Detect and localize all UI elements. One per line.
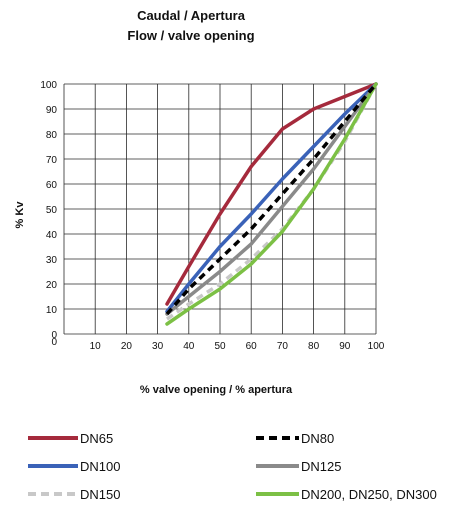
x-tick-label: 40 [183, 341, 195, 352]
y-tick-label: 50 [46, 205, 58, 216]
origin-tick-label: 0 [51, 337, 57, 348]
x-tick-label: 20 [121, 341, 133, 352]
x-tick-label: 70 [277, 341, 289, 352]
x-tick-label: 10 [90, 341, 102, 352]
x-tick-label: 50 [214, 341, 226, 352]
y-axis-ticks: 0 10 20 30 40 50 60 70 80 90 100 0 [40, 80, 57, 348]
x-axis-label: % valve opening / % apertura [140, 384, 293, 396]
chart-subtitle: Flow / valve opening [127, 28, 254, 43]
legend-label: DN150 [80, 487, 120, 502]
chart-title: Caudal / Apertura [137, 8, 246, 23]
legend-label: DN65 [80, 431, 113, 446]
x-tick-label: 30 [152, 341, 164, 352]
series-line-dn80 [165, 82, 378, 316]
y-tick-label: 30 [46, 255, 58, 266]
legend-label: DN100 [80, 459, 120, 474]
y-tick-label: 40 [46, 230, 58, 241]
series-line-dn100 [165, 82, 378, 314]
series-line-dn200-dn250-dn300 [165, 82, 378, 326]
x-tick-label: 60 [246, 341, 258, 352]
y-tick-label: 10 [46, 305, 58, 316]
y-tick-label: 100 [40, 80, 57, 91]
series-lines [165, 82, 378, 326]
x-tick-label: 100 [368, 341, 385, 352]
y-tick-label: 80 [46, 130, 58, 141]
legend-label: DN200, DN250, DN300 [301, 487, 437, 502]
plot-grid [63, 83, 377, 335]
x-tick-label: 80 [308, 341, 320, 352]
y-tick-label: 20 [46, 280, 58, 291]
y-tick-label: 90 [46, 105, 58, 116]
x-axis-ticks: 10 20 30 40 50 60 70 80 90 100 [90, 341, 385, 352]
chart-legend: DN65 DN80 DN100 DN125 DN150 DN200, DN250, DN3… [28, 431, 437, 502]
legend-label: DN125 [301, 459, 341, 474]
y-tick-label: 70 [46, 155, 58, 166]
legend-label: DN80 [301, 431, 334, 446]
y-tick-label: 0 [51, 330, 57, 341]
series-line-dn65 [165, 82, 378, 306]
y-axis-label: % Kv [14, 201, 26, 229]
y-tick-label: 60 [46, 180, 58, 191]
x-tick-label: 90 [339, 341, 351, 352]
series-line-dn125 [165, 82, 378, 316]
